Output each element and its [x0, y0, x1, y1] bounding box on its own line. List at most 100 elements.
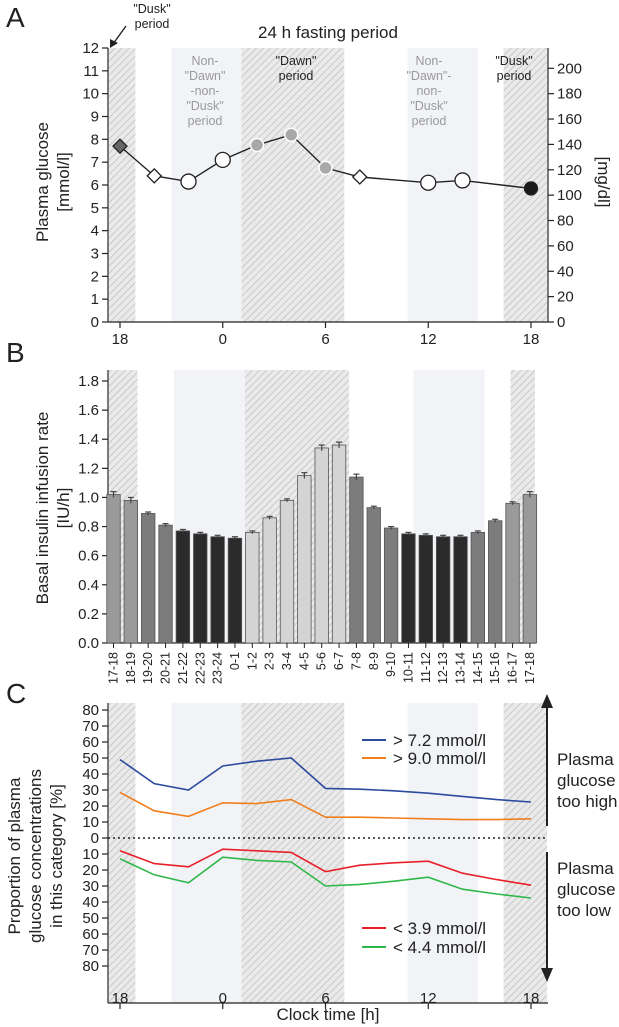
insulin-bar	[349, 476, 364, 644]
panel-c-ytick-label: 10	[82, 846, 99, 863]
insulin-bar	[453, 536, 468, 644]
insulin-bar	[435, 536, 451, 644]
panel-b-ytick-label: 1.2	[78, 460, 99, 477]
panel-b-xtick-label: 23-24	[211, 652, 225, 684]
panel-c-y-label-line1: Proportion of plasma	[5, 777, 24, 934]
dusk-label-line2: period	[497, 69, 532, 83]
panel-c-band-3	[407, 703, 478, 1003]
panel-a-ytick-label: 7	[91, 154, 99, 171]
panel-b-ytick-label: 0.8	[78, 519, 99, 536]
panel-a-ytick-right-label: 120	[557, 162, 582, 179]
panel-a-ytick-label: 1	[91, 291, 99, 308]
panel-b-xtick-label: 2-3	[263, 652, 277, 670]
panel-c-y-label-line2: glucose concentrations	[26, 769, 45, 943]
non-dawn-label-1-line3: -non-	[190, 84, 219, 98]
insulin-bar	[314, 447, 329, 644]
glucose-point	[214, 151, 231, 169]
low-label-line2: glucose	[557, 880, 616, 899]
insulin-bar	[297, 475, 312, 644]
panel-a-ytick-label: 9	[91, 109, 99, 126]
insulin-bar	[366, 507, 381, 644]
dusk-label-line1: "Dusk"	[495, 54, 532, 68]
arrow-high-head	[541, 694, 553, 708]
panel-a-xtick-label: 0	[219, 331, 227, 348]
panel-b-xtick-label: 21-22	[176, 652, 190, 684]
panel-b-ytick-label: 1.0	[78, 489, 99, 506]
panel-c-ytick-label: 30	[82, 782, 99, 799]
panel-a-ytick-right-label: 0	[557, 314, 565, 331]
panel-b-xtick-label: 8-9	[367, 652, 381, 670]
series-upper-1	[119, 791, 532, 821]
panel-c-band-4	[503, 703, 547, 1003]
panel-b-xtick-label: 5-6	[315, 652, 329, 670]
panel-b-ticks: 0.0 0.2 0.4 0.6 0.8 1.0 1.2 1.4 1.6 1.8	[78, 373, 108, 652]
panel-a-ytick-label: 2	[91, 268, 99, 285]
insulin-bar	[331, 444, 347, 644]
glucose-point	[351, 169, 368, 185]
non-dawn-label-2-line2: "Dawn"-	[407, 69, 452, 83]
dusk-arrow-head	[110, 39, 118, 48]
panel-a-xtick-label: 12	[420, 331, 437, 348]
panel-c-period-bands	[109, 703, 547, 1003]
panel-c-ytick-label: 80	[82, 958, 99, 975]
panel-a-xtick-label: 6	[321, 331, 329, 348]
panel-a-period-bands	[109, 48, 547, 322]
panel-a-ytick-right-label: 20	[557, 289, 574, 306]
series-lower-0	[119, 848, 532, 886]
panel-b-xtick-label: 18-19	[124, 652, 138, 684]
panel-c-x-label: Clock time [h]	[277, 1005, 380, 1024]
high-label-line3: too high	[557, 792, 618, 811]
panel-a-y-label-line1: Plasma glucose	[33, 122, 52, 242]
non-dawn-label-1-line2: "Dawn"	[185, 69, 226, 83]
dawn-label-line2: period	[279, 69, 314, 83]
glucose-point	[180, 173, 197, 190]
panel-a-ytick-right-label: 200	[557, 60, 582, 77]
panel-a-ytick-label: 3	[91, 246, 99, 263]
dusk-arrow-line	[112, 25, 127, 45]
panel-a-y-label-line2: [mmol/l]	[54, 152, 73, 212]
arrow-low-head	[541, 968, 553, 982]
insulin-bar	[401, 533, 416, 644]
panel-b-ytick-label: 0.6	[78, 548, 99, 565]
glucose-point	[249, 137, 265, 153]
panel-b-xtick-label: 9-10	[384, 652, 398, 677]
panel-b-insulin-chart: 0.00.20.40.60.81.01.21.41.61.8 17-18 18-1…	[33, 370, 538, 684]
panel-c-ytick-label: 0	[91, 830, 99, 847]
panel-b-xtick-label: 10-11	[401, 652, 415, 683]
non-dawn-label-2-line3: non-	[416, 84, 441, 98]
glucose-point	[523, 181, 539, 196]
panel-c-xtick-label: 12	[420, 990, 437, 1007]
panel-c-ytick-label: 50	[82, 910, 99, 927]
panel-a-glucose-series	[112, 127, 539, 196]
panel-b-xtick-label: 16-17	[506, 652, 520, 684]
high-label-line1: Plasma	[557, 750, 614, 769]
insulin-bar	[262, 517, 277, 644]
panel-a-ytick-label: 10	[82, 86, 99, 103]
panel-a-title: 24 h fasting period	[258, 23, 398, 42]
panel-a-ytick-right-label: 100	[557, 187, 582, 204]
legend-lower: < 3.9 mmol/l < 4.4 mmol/l	[362, 919, 486, 957]
panel-c-ytick-label: 60	[82, 926, 99, 943]
legend-upper: > 7.2 mmol/l > 9.0 mmol/l	[362, 731, 486, 768]
panel-a-ytick-label: 12	[82, 40, 99, 57]
panel-a-band-0	[109, 48, 136, 322]
panel-c-ytick-label: 50	[82, 750, 99, 767]
panel-a-glucose-chart: 24 h fasting period "Dusk" period Non- "…	[33, 2, 613, 348]
insulin-bar	[193, 533, 208, 644]
panel-c-xtick-label: 18	[112, 990, 129, 1007]
panel-c-ytick-label: 20	[82, 798, 99, 815]
panel-a-ytick-right-label: 160	[557, 111, 582, 128]
panel-b-xtick-label: 7-8	[349, 652, 363, 670]
panel-b-y-label-line1: Basal insulin infusion rate	[33, 412, 52, 605]
panel-c-band-1	[171, 703, 242, 1003]
insulin-bar	[175, 530, 191, 644]
panel-letter-c: C	[6, 678, 26, 709]
panel-a-ytick-right-label: 80	[557, 213, 574, 230]
glucose-point	[318, 160, 333, 176]
glucose-point	[112, 138, 128, 155]
panel-b-xtick-label: 11-12	[419, 652, 433, 683]
non-dawn-label-2-line4: "Dusk"	[410, 99, 447, 113]
panel-letter-b: B	[6, 337, 25, 368]
